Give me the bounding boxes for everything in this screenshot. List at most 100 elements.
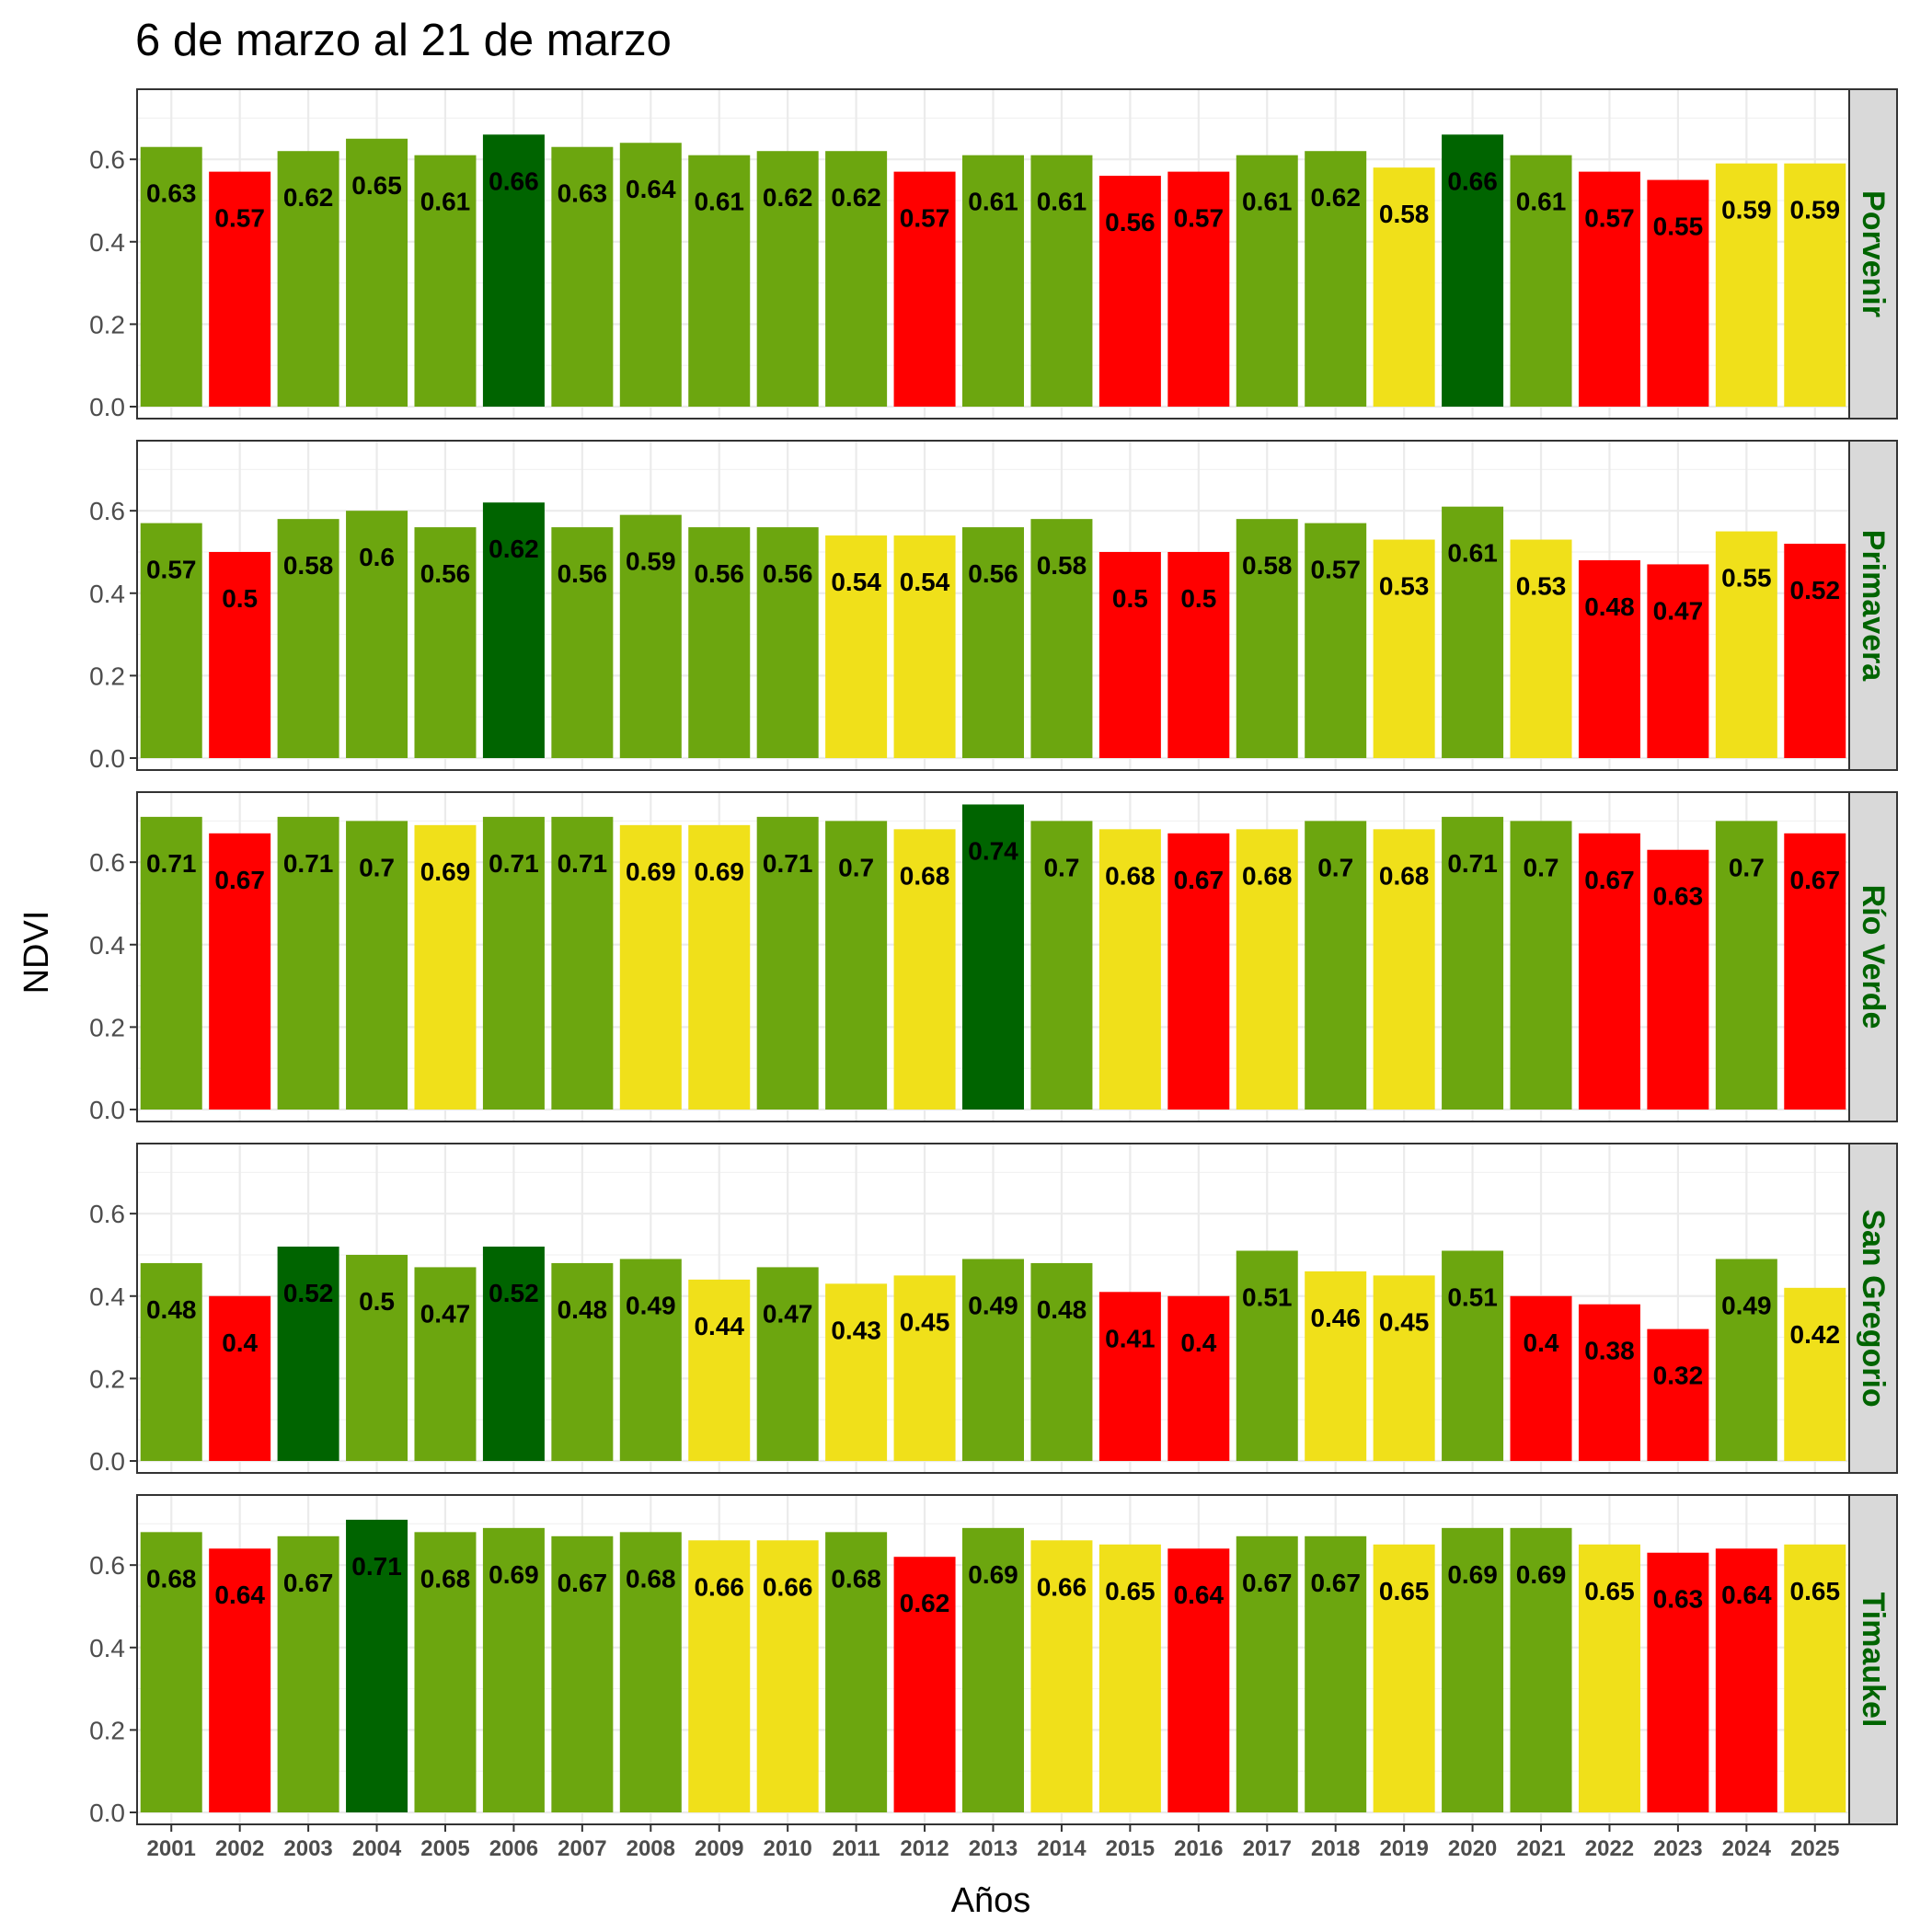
bar-2023 (1647, 179, 1709, 407)
y-tick-label: 0.6 (89, 848, 125, 877)
bar-2012 (893, 535, 956, 758)
bar-value-label: 0.7 (838, 853, 874, 881)
bar-value-label: 0.58 (1037, 551, 1087, 580)
facet-panel-2: 0.0 0.2 0.4 0.6 0.71 0.67 0.71 0.7 0.69 0.71 0.71 0… (89, 791, 1898, 1124)
bar-value-label: 0.47 (1653, 596, 1704, 625)
x-tick-label-2021: 2021 (1516, 1836, 1565, 1861)
bar-value-label: 0.4 (1524, 1328, 1559, 1357)
bar-2022 (1578, 1544, 1640, 1812)
bar-2007 (551, 816, 614, 1110)
bar-value-label: 0.67 (1310, 1569, 1361, 1597)
y-tick-label: 0.2 (89, 1364, 125, 1393)
bar-2008 (619, 1532, 682, 1812)
x-tick-label-2011: 2011 (833, 1836, 880, 1861)
bar-2021 (1510, 1295, 1572, 1461)
bar-value-label: 0.68 (146, 1564, 197, 1593)
bar-2021 (1510, 821, 1572, 1110)
x-tick-label-2025: 2025 (1790, 1836, 1839, 1861)
bar-value-label: 0.69 (694, 857, 744, 886)
bar-2020 (1442, 816, 1504, 1110)
bar-2010 (756, 527, 819, 758)
y-tick-label: 0.0 (89, 1799, 125, 1827)
bar-2013 (962, 527, 1024, 758)
x-tick-label-2013: 2013 (969, 1836, 1018, 1861)
bar-2004 (346, 1254, 408, 1461)
bar-value-label: 0.56 (968, 559, 1018, 588)
bar-2006 (482, 502, 545, 758)
bar-2025 (1784, 544, 1846, 758)
facet-strip-label: Timaukel (1856, 1593, 1891, 1728)
facet-strip (1848, 1143, 1898, 1474)
bar-2012 (893, 1557, 956, 1812)
bar-2001 (140, 523, 202, 758)
bar-value-label: 0.7 (359, 853, 395, 881)
bar-2005 (414, 1532, 477, 1812)
bar-2023 (1647, 1328, 1709, 1461)
bar-value-label: 0.48 (1037, 1295, 1087, 1324)
x-tick-label-2018: 2018 (1311, 1836, 1360, 1861)
x-tick-label-2020: 2020 (1448, 1836, 1497, 1861)
bar-2025 (1784, 1287, 1846, 1461)
y-tick-label: 0.6 (89, 497, 125, 525)
bar-2024 (1715, 1259, 1777, 1461)
y-tick-label: 0.0 (89, 393, 125, 421)
bar-2008 (619, 1259, 682, 1461)
bar-2002 (209, 551, 271, 758)
bar-2014 (1030, 155, 1093, 408)
bar-2024 (1715, 821, 1777, 1110)
y-tick-label: 0.2 (89, 1013, 125, 1041)
bar-value-label: 0.67 (1174, 866, 1225, 894)
facet-strip (1848, 440, 1898, 771)
bar-value-label: 0.57 (214, 204, 265, 233)
bar-2012 (893, 171, 956, 407)
bar-2018 (1305, 1535, 1367, 1812)
facet-strip-label: Río Verde (1856, 885, 1891, 1029)
bar-2025 (1784, 833, 1846, 1110)
bar-value-label: 0.61 (1516, 188, 1567, 216)
bar-2008 (619, 514, 682, 758)
facet-strip-label: Primavera (1856, 530, 1891, 683)
bar-2012 (893, 1275, 956, 1461)
bar-2017 (1236, 1250, 1298, 1461)
bar-value-label: 0.66 (489, 167, 539, 195)
bar-value-label: 0.68 (1242, 861, 1293, 890)
bar-2006 (482, 816, 545, 1110)
bar-value-label: 0.66 (763, 1572, 813, 1601)
bar-value-label: 0.67 (1584, 866, 1635, 894)
bar-value-label: 0.54 (831, 568, 881, 596)
bar-value-label: 0.64 (214, 1581, 265, 1609)
bar-2010 (756, 1267, 819, 1461)
bar-value-label: 0.55 (1721, 564, 1772, 592)
bar-2019 (1373, 167, 1435, 407)
bar-value-label: 0.56 (694, 559, 744, 588)
bar-value-label: 0.57 (900, 204, 950, 233)
facet-strip-label: Porvenir (1856, 190, 1891, 317)
y-tick-label: 0.2 (89, 1716, 125, 1744)
bar-value-label: 0.64 (1174, 1581, 1225, 1609)
y-tick-label: 0.4 (89, 931, 125, 960)
bar-value-label: 0.6 (359, 543, 395, 571)
bar-value-label: 0.48 (146, 1295, 197, 1324)
bar-2003 (277, 816, 339, 1110)
x-tick-label-2001: 2001 (147, 1836, 196, 1861)
facet-panel-1: 0.0 0.2 0.4 0.6 0.57 0.5 0.58 0.6 0.56 0.62 0.56 0.… (89, 440, 1898, 773)
bar-2010 (756, 816, 819, 1110)
bar-value-label: 0.63 (1653, 882, 1704, 911)
bar-2013 (962, 155, 1024, 408)
bar-value-label: 0.51 (1447, 1282, 1498, 1311)
bar-value-label: 0.69 (489, 1560, 539, 1589)
bar-2004 (346, 821, 408, 1110)
x-tick-label-2002: 2002 (215, 1836, 264, 1861)
bar-value-label: 0.7 (1317, 853, 1353, 881)
bar-value-label: 0.61 (1447, 539, 1498, 568)
bar-value-label: 0.4 (1180, 1328, 1216, 1357)
bar-2003 (277, 519, 339, 758)
bar-value-label: 0.68 (420, 1564, 471, 1593)
bar-2016 (1167, 1548, 1230, 1812)
bar-value-label: 0.51 (1242, 1282, 1293, 1311)
bar-value-label: 0.71 (1447, 849, 1498, 878)
bar-2015 (1098, 1292, 1161, 1461)
x-tick-label-2009: 2009 (695, 1836, 743, 1861)
bar-value-label: 0.61 (694, 188, 744, 216)
